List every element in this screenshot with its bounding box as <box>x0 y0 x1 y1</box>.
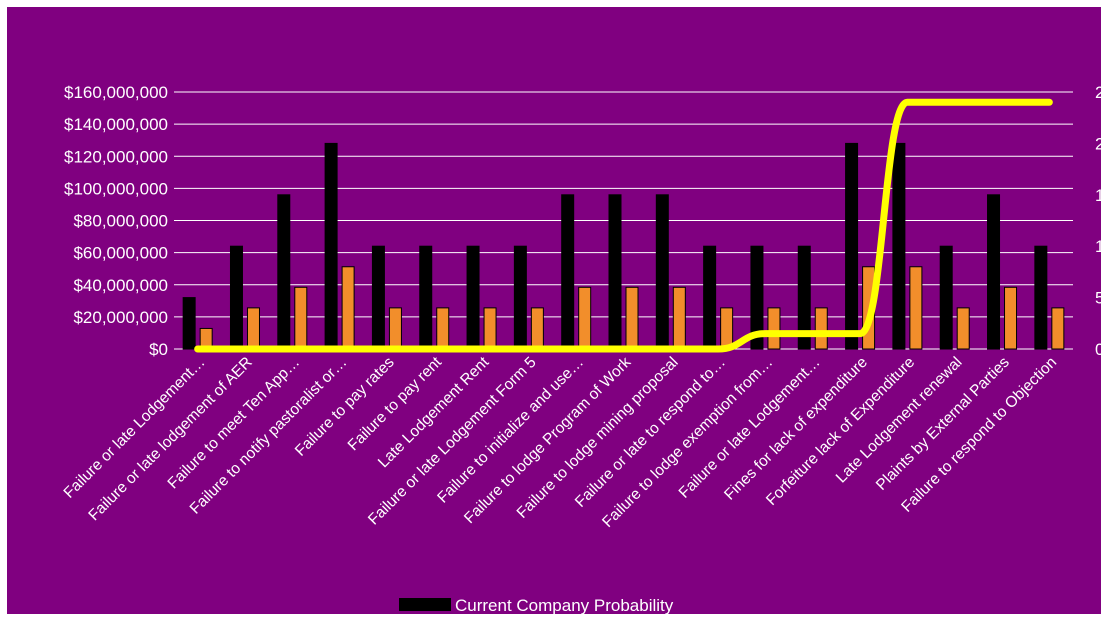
bar <box>1004 286 1018 350</box>
x-tick-label: Failure to lodge exemption from… <box>599 354 776 531</box>
bar <box>483 307 497 350</box>
bar <box>720 307 734 350</box>
bar <box>419 245 433 350</box>
bar <box>1051 307 1065 350</box>
y-left-tick-label: $60,000,000 <box>73 244 168 263</box>
line-series <box>194 98 1053 353</box>
y-left-tick-label: $120,000,000 <box>64 147 168 166</box>
bar <box>797 245 811 350</box>
bar <box>1034 245 1048 350</box>
bar-series <box>199 266 1065 350</box>
bar <box>767 307 781 350</box>
y-left-tick-label: $0 <box>149 340 168 359</box>
bar <box>750 245 764 350</box>
y-right-tick-label: 10 <box>1095 237 1101 256</box>
y-left-tick-label: $100,000,000 <box>64 179 168 198</box>
bar <box>909 266 923 350</box>
bar <box>672 286 686 350</box>
bar <box>608 194 622 350</box>
y-right-tick-label: 25 <box>1095 83 1101 102</box>
bar <box>578 286 592 350</box>
bar <box>939 245 953 350</box>
bar <box>246 307 260 350</box>
bar <box>182 297 196 350</box>
y-left-tick-label: $20,000,000 <box>73 308 168 327</box>
bar <box>513 245 527 350</box>
y-left-tick-label: $160,000,000 <box>64 83 168 102</box>
bar <box>324 142 338 350</box>
bar <box>229 245 243 350</box>
bar <box>814 307 828 350</box>
bar <box>371 245 385 350</box>
bar <box>388 307 402 350</box>
legend-swatch <box>399 598 451 611</box>
bar <box>625 286 639 350</box>
y-left-tick-label: $80,000,000 <box>73 212 168 231</box>
bar <box>436 307 450 350</box>
gridlines <box>174 91 1073 350</box>
bar <box>277 194 291 350</box>
y-right-tick-label: 5 <box>1095 289 1101 308</box>
bar <box>294 286 308 350</box>
bar <box>530 307 544 350</box>
bar <box>655 194 669 350</box>
bar <box>703 245 717 350</box>
bar <box>561 194 575 350</box>
bar <box>892 142 906 350</box>
x-tick-label: Failure or late Lodgement Form 5 <box>365 354 540 529</box>
y-right-tick-label: 0 <box>1095 340 1101 359</box>
bar <box>341 266 355 350</box>
bar <box>987 194 1001 350</box>
bar <box>956 307 970 350</box>
y-right-tick-label: 20 <box>1095 134 1101 153</box>
bar <box>466 245 480 350</box>
y-right-tick-label: 15 <box>1095 186 1101 205</box>
bar <box>845 142 859 350</box>
y-left-tick-label: $140,000,000 <box>64 115 168 134</box>
chart-area: $0 $20,000,000 $40,000,000 $60,000,000 $80,0… <box>7 7 1101 614</box>
chart-svg: $0 $20,000,000 $40,000,000 $60,000,000 $80,0… <box>61 83 1101 614</box>
legend-label: Current Company Probability <box>455 596 674 614</box>
y-left-tick-label: $40,000,000 <box>73 276 168 295</box>
